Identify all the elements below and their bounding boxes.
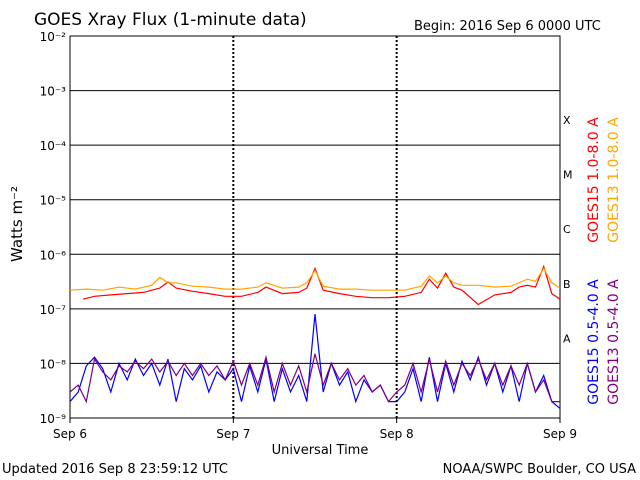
chart-title: GOES Xray Flux (1-minute data) bbox=[34, 10, 307, 30]
legend: GOES15 1.0-8.0 A GOES13 1.0-8.0 A GOES15 0… bbox=[586, 117, 622, 405]
series-line-0 bbox=[82, 264, 561, 306]
plot-frame bbox=[69, 35, 561, 419]
flare-class-label-3: B bbox=[563, 278, 571, 291]
updated-label: Updated 2016 Sep 8 23:59:12 UTC bbox=[2, 462, 228, 477]
x-axis-label: Universal Time bbox=[272, 443, 369, 458]
legend-entry-1: GOES13 1.0-8.0 A bbox=[606, 117, 622, 243]
source-label: NOAA/SWPC Boulder, CO USA bbox=[443, 462, 636, 477]
legend-entry-0: GOES15 1.0-8.0 A bbox=[586, 117, 602, 243]
x-tick-label-3: Sep 9 bbox=[543, 427, 577, 441]
y-tick-label-3: 10⁻⁵ bbox=[40, 194, 67, 208]
y-tick-label-1: 10⁻³ bbox=[40, 85, 67, 99]
y-tick-label-4: 10⁻⁶ bbox=[40, 248, 67, 262]
y-tick-label-2: 10⁻⁴ bbox=[40, 139, 67, 153]
begin-label: Begin: 2016 Sep 6 0000 UTC bbox=[414, 19, 601, 34]
y-tick-label-0: 10⁻² bbox=[40, 30, 67, 44]
legend-entry-3: GOES13 0.5-4.0 A bbox=[606, 279, 622, 405]
y-tick-label-5: 10⁻⁷ bbox=[40, 303, 67, 317]
y-tick-label-7: 10⁻⁹ bbox=[40, 412, 67, 426]
flare-class-label-0: X bbox=[563, 114, 571, 127]
x-tick-label-2: Sep 8 bbox=[380, 427, 414, 441]
x-tick-label-1: Sep 7 bbox=[216, 427, 250, 441]
flare-class-label-2: C bbox=[563, 223, 571, 236]
flare-class-label-1: M bbox=[563, 169, 573, 182]
legend-entry-2: GOES15 0.5-4.0 A bbox=[586, 279, 602, 405]
series-line-3 bbox=[69, 353, 560, 404]
y-tick-label-6: 10⁻⁸ bbox=[40, 357, 67, 371]
x-tick-label-0: Sep 6 bbox=[53, 427, 87, 441]
series-line-2 bbox=[69, 314, 561, 409]
series-line-1 bbox=[69, 267, 561, 291]
flare-class-label-4: A bbox=[563, 332, 571, 345]
y-axis-label: Watts m⁻² bbox=[8, 186, 26, 262]
